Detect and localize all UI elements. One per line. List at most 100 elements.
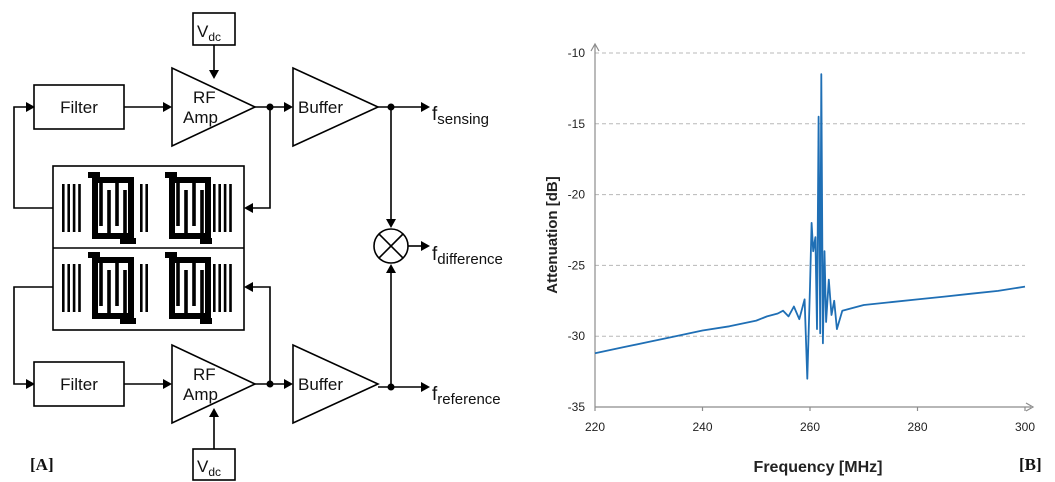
buffer-bottom	[292, 343, 380, 425]
block-diagram: Vdc Filter RF Amp Buffer fsensing	[13, 12, 503, 481]
x-tick-label: 260	[800, 420, 820, 434]
rf-amp-top	[171, 66, 257, 148]
y-axis-title: Attenuation [dB]	[544, 176, 561, 293]
saw-idt-finger	[192, 260, 196, 306]
loop-top-wire	[13, 106, 53, 209]
attenuation-chart: -35 -30 -25 -20 -15 -10 220 240 260 280 300 Attenu…	[544, 42, 1035, 476]
rf-amp-bottom	[171, 343, 257, 425]
panel-a-label: [A]	[30, 455, 54, 474]
saw-reflector-finger	[218, 184, 221, 232]
y-tick-label: -10	[568, 46, 586, 60]
out-sensing-label: fsensing	[432, 104, 489, 128]
saw-idt-finger	[115, 260, 119, 306]
junction-reference	[387, 383, 395, 391]
saw-reflector-finger	[145, 264, 148, 312]
saw-reflector-finger	[72, 184, 76, 232]
saw-reflector-finger	[72, 264, 76, 312]
vdc-bottom-arrow	[209, 408, 219, 417]
saw-pad	[120, 238, 136, 244]
buffer-top	[292, 66, 380, 148]
saw-resonator-array	[62, 172, 232, 324]
saw-reflector-finger	[229, 264, 232, 312]
x-tick-label: 220	[585, 420, 605, 434]
saw-idt-finger	[123, 270, 127, 316]
mixer-top-arrow	[386, 219, 396, 228]
y-tick-label: -30	[568, 329, 586, 343]
chart-series	[594, 73, 1026, 380]
reference-arrow	[421, 382, 430, 392]
y-tick-label: -25	[568, 258, 586, 272]
saw-reflector-finger	[213, 184, 216, 232]
saw-reflector-finger	[78, 264, 81, 312]
y-tick-label: -20	[568, 188, 586, 202]
saw-idt-finger	[123, 190, 127, 236]
saw-idt-frame	[169, 257, 211, 319]
sensing-arrow	[421, 102, 430, 112]
saw-reflector-finger	[140, 264, 143, 312]
saw-pad	[88, 252, 100, 258]
chart-gridlines	[595, 52, 1025, 337]
saw-reflector-finger	[145, 184, 148, 232]
x-axis-arrowhead	[1025, 402, 1035, 412]
saw-pad	[120, 318, 136, 324]
loop-bottom-arrow	[26, 379, 35, 389]
saw-idt-frame	[92, 257, 134, 319]
saw-pad	[165, 252, 177, 258]
vdc-top-arrow	[209, 70, 219, 79]
x-tick-label: 280	[907, 420, 927, 434]
buffer-bottom-label: Buffer	[298, 375, 343, 394]
saw-reflector-finger	[223, 184, 227, 232]
rf-amp-top-line1: RF	[193, 88, 216, 107]
vdc-top-label: Vdc	[197, 22, 221, 44]
saw-idt-finger	[99, 180, 103, 226]
saw-reflector-finger	[140, 184, 143, 232]
mixer-cross-b	[378, 233, 404, 259]
y-tick-label: -15	[568, 117, 586, 131]
loop-top-arrow	[26, 102, 35, 112]
feedback-top-arrow	[244, 203, 253, 213]
saw-idt-frame	[169, 177, 211, 239]
saw-idt-finger	[192, 180, 196, 226]
saw-pad	[200, 318, 212, 324]
feedback-top-wire	[250, 107, 271, 209]
x-axis-title: Frequency [MHz]	[754, 459, 883, 476]
saw-reflector-finger	[67, 264, 70, 312]
saw-idt-finger	[184, 270, 188, 316]
out-difference-label: fdifference	[432, 244, 503, 268]
filter-top-arrow	[163, 102, 172, 112]
out-reference-label: freference	[432, 384, 501, 408]
saw-idt-finger	[176, 260, 180, 306]
saw-idt-finger	[107, 190, 111, 236]
chart-axes	[590, 42, 1035, 412]
saw-reflector-finger	[67, 184, 70, 232]
saw-reflector-finger	[223, 264, 227, 312]
saw-pad	[200, 238, 212, 244]
saw-idt-finger	[99, 260, 103, 306]
filter-bottom-box	[33, 361, 125, 407]
saw-idt-finger	[107, 270, 111, 316]
vdc-bottom-box	[192, 448, 236, 481]
filter-bottom-label: Filter	[60, 375, 98, 394]
x-tick-label: 300	[1015, 420, 1035, 434]
rf-amp-bottom-line2: Amp	[183, 385, 218, 404]
saw-reflector-finger	[229, 184, 232, 232]
filter-top-label: Filter	[60, 98, 98, 117]
saw-idt-finger	[176, 180, 180, 226]
mixer-bottom-arrow	[386, 264, 396, 273]
loop-bottom-wire	[13, 286, 53, 385]
y-tick-label: -35	[568, 400, 586, 414]
difference-arrow	[421, 241, 430, 251]
feedback-bottom-arrow	[244, 282, 253, 292]
saw-idt-finger	[184, 190, 188, 236]
rf-amp-top-line2: Amp	[183, 108, 218, 127]
saw-idt-finger	[200, 190, 204, 236]
saw-pad	[165, 172, 177, 178]
saw-reflector-finger	[62, 264, 65, 312]
vdc-bottom-label: Vdc	[197, 457, 221, 479]
buffer-top-label: Buffer	[298, 98, 343, 117]
x-tick-label: 240	[692, 420, 712, 434]
buffer-top-in-arrow	[284, 102, 293, 112]
saw-reflector-finger	[62, 184, 65, 232]
saw-reflector-finger	[78, 184, 81, 232]
